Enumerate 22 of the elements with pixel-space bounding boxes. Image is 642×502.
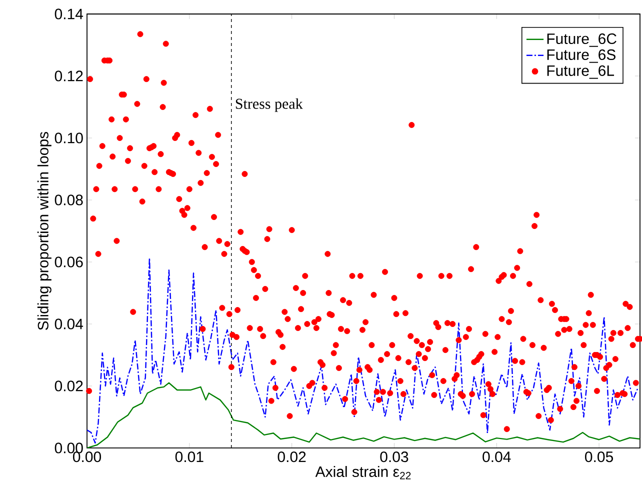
y-tick-label: 0.04 [54, 318, 84, 330]
x-tick-label: 0.03 [380, 452, 408, 462]
legend-label: Future_6S [547, 49, 616, 63]
x-tick-label: 0.05 [585, 452, 613, 462]
line-series [87, 257, 639, 444]
y-tick-label: 0.02 [54, 380, 83, 392]
x-axis-title: Axial strain ε$_{22}$ [315, 466, 411, 480]
y-axis-title: Sliding proportion within loops [37, 132, 52, 330]
x-tick-label: 0.02 [278, 452, 306, 462]
legend-label: Future_6C [547, 33, 616, 47]
y-tick-label: 0.00 [54, 442, 83, 454]
ref-line-label: Stress peak [236, 98, 303, 112]
x-tick-label: 0.04 [482, 452, 511, 462]
x-tick-label: 0.00 [72, 452, 102, 462]
line-series [87, 382, 640, 448]
x-tick-label: 0.01 [175, 452, 204, 462]
y-tick-label: 0.06 [54, 256, 83, 268]
y-tick-label: 0.12 [54, 70, 83, 82]
y-tick-label: 0.08 [54, 194, 83, 206]
y-tick-label: 0.14 [54, 8, 84, 20]
y-tick-label: 0.10 [54, 132, 83, 144]
legend-label: Future_6L [547, 65, 614, 79]
